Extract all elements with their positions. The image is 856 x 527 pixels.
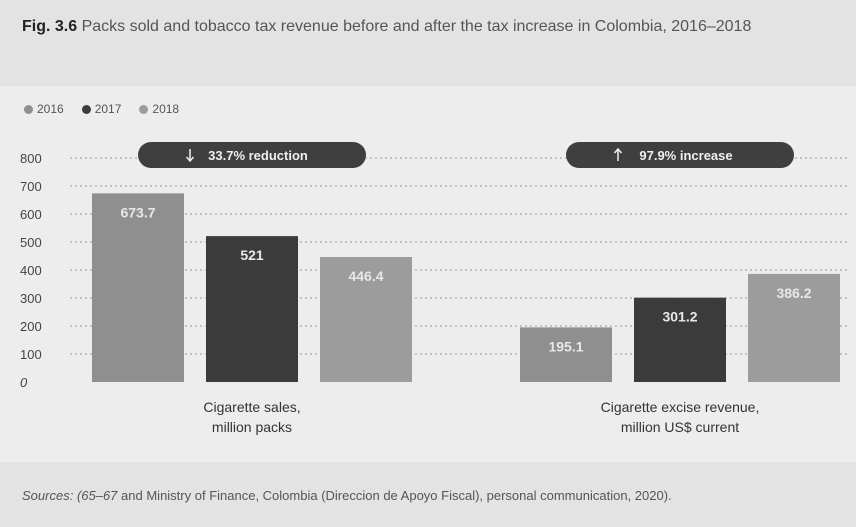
sources-refs: (65–67 <box>76 488 118 503</box>
y-tick-label-700: 700 <box>20 179 42 194</box>
category-label-1-line0: Cigarette excise revenue, <box>601 399 760 415</box>
legend-label-2016: 2016 <box>37 102 64 116</box>
category-label-0-line1: million packs <box>212 419 292 435</box>
figure-title: Fig. 3.6 Packs sold and tobacco tax reve… <box>22 16 832 38</box>
title-band <box>0 0 856 86</box>
y-tick-label-200: 200 <box>20 319 42 334</box>
legend-item-2018: 2018 <box>139 102 179 116</box>
category-label-1-line1: million US$ current <box>621 419 739 435</box>
figure-label: Fig. 3.6 <box>22 18 78 35</box>
annotation-text-1: 97.9% increase <box>639 148 732 163</box>
annotation-text-0: 33.7% reduction <box>208 148 308 163</box>
sources-prefix: Sources: <box>22 488 74 503</box>
chart-legend: 2016 2017 2018 <box>24 102 179 116</box>
y-tick-label-0: 0 <box>20 375 28 390</box>
bar-value-label-2016-cat0: 673.7 <box>120 204 155 220</box>
figure-title-text: Packs sold and tobacco tax revenue befor… <box>81 18 752 35</box>
y-tick-label-500: 500 <box>20 235 42 250</box>
bar-2018-cat0 <box>320 257 412 382</box>
legend-label-2018: 2018 <box>152 102 180 116</box>
sources-text: and Ministry of Finance, Colombia (Direc… <box>121 488 672 503</box>
footer-band <box>0 462 856 527</box>
sources-note: Sources: (65–67 and Ministry of Finance,… <box>22 487 852 504</box>
arrow-down-icon <box>185 156 195 163</box>
y-tick-label-400: 400 <box>20 263 42 278</box>
legend-swatch-2017 <box>81 104 91 114</box>
bar-2016-cat1 <box>520 327 612 382</box>
bar-2017-cat1 <box>634 297 726 382</box>
bar-value-label-2017-cat0: 521 <box>240 247 264 263</box>
bar-chart: 0 100 200 300 400 500 600 700 800 673.7 521 446.4 Ci… <box>20 142 850 435</box>
legend-label-2017: 2017 <box>94 102 122 116</box>
bar-value-label-2018-cat1: 386.2 <box>776 285 811 301</box>
bar-2017-cat0 <box>206 236 298 382</box>
bar-2018-cat1 <box>748 273 840 382</box>
legend-swatch-2018 <box>139 104 149 114</box>
y-tick-label-600: 600 <box>20 207 42 222</box>
legend-item-2017: 2017 <box>81 102 122 116</box>
bar-value-label-2018-cat0: 446.4 <box>348 268 383 284</box>
y-tick-label-300: 300 <box>20 291 42 306</box>
annotation-pill-1 <box>566 142 794 168</box>
bar-2016-cat0 <box>92 193 184 382</box>
y-tick-label-800: 800 <box>20 151 42 166</box>
category-label-0-line0: Cigarette sales, <box>203 399 300 415</box>
arrow-up-icon <box>613 147 623 154</box>
y-tick-label-100: 100 <box>20 347 42 362</box>
bar-value-label-2017-cat1: 301.2 <box>662 309 697 325</box>
legend-item-2016: 2016 <box>24 102 64 116</box>
bar-value-label-2016-cat1: 195.1 <box>548 338 583 354</box>
legend-swatch-2016 <box>24 104 33 114</box>
annotation-pill-0 <box>138 142 366 168</box>
